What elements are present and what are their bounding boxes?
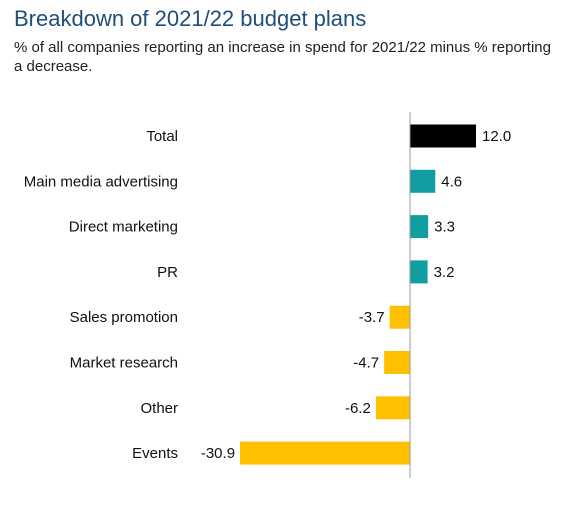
category-label: Direct marketing: [69, 219, 178, 236]
chart-title: Breakdown of 2021/22 budget plans: [14, 6, 367, 31]
category-label: PR: [157, 264, 178, 281]
category-label: Market research: [70, 355, 178, 372]
bar-main-media-advertising: [410, 169, 436, 193]
bar-total: [410, 124, 476, 148]
chart-subtitle: % of all companies reporting an increase…: [14, 39, 551, 75]
bar-direct-marketing: [410, 215, 429, 239]
category-label: Total: [146, 128, 178, 145]
value-label: 12.0: [482, 128, 511, 145]
value-label: 3.3: [434, 219, 455, 236]
bar-sales-promotion: [389, 305, 410, 329]
category-label: Sales promotion: [70, 309, 178, 326]
bar-market-research: [384, 351, 410, 374]
value-label: -4.7: [353, 355, 379, 372]
value-label: 4.6: [441, 173, 462, 190]
category-label: Main media advertising: [24, 173, 178, 190]
value-label: -6.2: [345, 400, 371, 417]
bar-events: [240, 441, 410, 465]
value-label: 3.2: [434, 264, 455, 281]
value-label: -3.7: [359, 309, 385, 326]
category-label: Events: [132, 445, 178, 462]
category-label: Other: [140, 400, 178, 417]
bar-other: [375, 396, 410, 420]
value-label: -30.9: [201, 445, 235, 462]
bar-pr: [410, 260, 428, 284]
